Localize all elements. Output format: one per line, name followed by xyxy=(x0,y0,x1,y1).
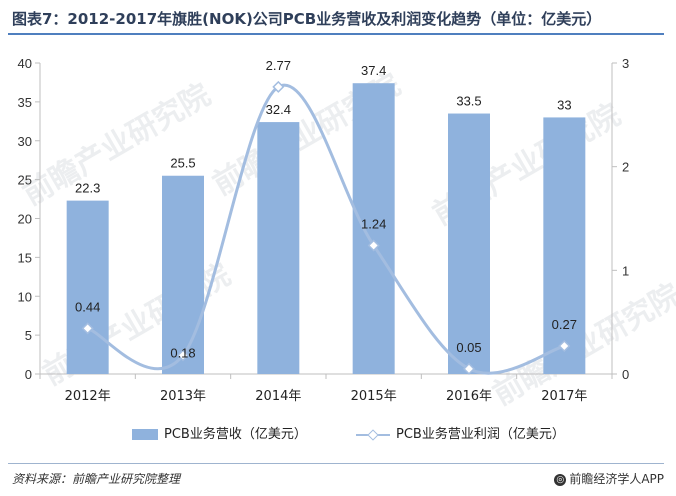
right-tick-label: 0 xyxy=(622,367,629,382)
revenue-data-label: 33.5 xyxy=(456,94,481,109)
x-tick-label: 2012年 xyxy=(65,389,111,404)
legend-item-revenue: PCB业务营收（亿美元） xyxy=(132,424,307,446)
left-tick-label: 10 xyxy=(18,289,32,304)
x-tick-label: 2013年 xyxy=(160,389,206,404)
profit-data-label: 0.05 xyxy=(456,340,481,355)
profit-data-label: 2.77 xyxy=(266,58,291,73)
right-tick-label: 3 xyxy=(622,56,629,71)
x-tick-label: 2017年 xyxy=(541,389,587,404)
left-tick-label: 35 xyxy=(18,95,32,110)
left-tick-label: 25 xyxy=(18,173,32,188)
revenue-bar xyxy=(257,122,300,374)
profit-point xyxy=(81,322,94,335)
brand-credit: ◎ 前瞻经济学人APP xyxy=(554,470,664,487)
profit-data-label: 1.24 xyxy=(361,216,386,231)
right-tick-label: 1 xyxy=(622,263,629,278)
revenue-bar xyxy=(162,175,204,374)
legend-bar-swatch xyxy=(132,429,158,440)
title-rule xyxy=(8,33,664,35)
revenue-data-label: 37.4 xyxy=(361,63,386,78)
profit-point xyxy=(272,80,285,93)
profit-data-label: 0.18 xyxy=(170,345,195,360)
legend-label-revenue: PCB业务营收（亿美元） xyxy=(164,427,307,442)
revenue-data-label: 25.5 xyxy=(170,156,195,171)
chart-title: 图表7：2012-2017年旗胜(NOK)公司PCB业务营收及利润变化趋势（单位… xyxy=(12,10,602,28)
profit-point xyxy=(367,239,380,252)
right-tick-label: 2 xyxy=(622,160,629,175)
legend-line-swatch xyxy=(356,429,390,441)
legend-item-profit: PCB业务营业利润（亿美元） xyxy=(356,424,565,446)
x-tick-label: 2014年 xyxy=(255,389,301,404)
profit-data-label: 0.27 xyxy=(552,317,577,332)
left-tick-label: 15 xyxy=(18,250,32,265)
brand-logo-icon: ◎ xyxy=(554,473,567,486)
profit-point xyxy=(176,349,190,362)
x-tick-label: 2016年 xyxy=(446,389,492,404)
legend-label-profit: PCB业务营业利润（亿美元） xyxy=(396,427,565,442)
revenue-data-label: 32.4 xyxy=(266,102,291,117)
legend: PCB业务营收（亿美元） PCB业务营业利润（亿美元） xyxy=(0,424,676,446)
profit-data-label: 0.44 xyxy=(75,299,100,314)
revenue-data-label: 22.3 xyxy=(75,181,100,196)
brand-label: 前瞻经济学人APP xyxy=(569,472,664,486)
footer-rule xyxy=(8,463,664,464)
left-tick-label: 0 xyxy=(25,367,32,382)
x-tick-label: 2015年 xyxy=(351,389,397,404)
revenue-profit-chart: 0 5 10 15 20 25 30 35 40 0 1 2 3 2012年 2013年 2014年 2015年… xyxy=(18,56,630,404)
left-tick-label: 40 xyxy=(18,56,32,71)
left-tick-label: 30 xyxy=(18,134,32,149)
revenue-bar xyxy=(448,113,490,374)
revenue-data-label: 33 xyxy=(557,97,571,112)
profit-line xyxy=(87,83,565,375)
source-note: 资料来源：前瞻产业研究院整理 xyxy=(12,472,181,486)
revenue-bar xyxy=(352,83,395,374)
left-tick-label: 5 xyxy=(25,328,32,343)
profit-point xyxy=(558,339,571,353)
revenue-bar xyxy=(66,200,109,374)
revenue-bar xyxy=(543,117,586,375)
profit-point xyxy=(462,362,476,375)
left-tick-label: 20 xyxy=(18,212,32,227)
